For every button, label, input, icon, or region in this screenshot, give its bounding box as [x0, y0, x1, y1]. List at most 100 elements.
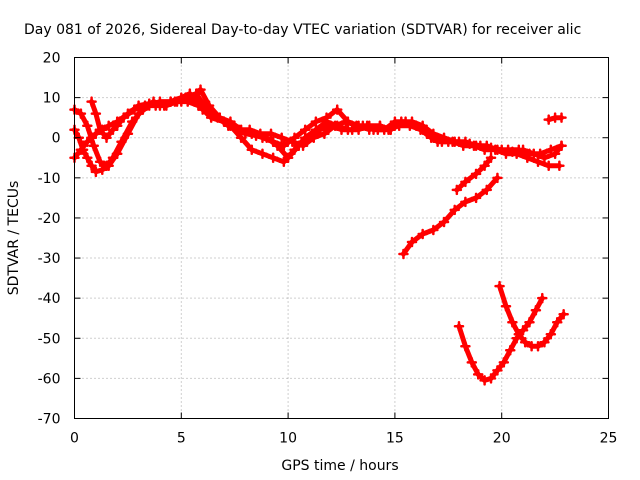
data-point: [299, 124, 311, 135]
data-point: [278, 140, 290, 151]
data-point: [342, 116, 354, 127]
data-point: [417, 228, 428, 240]
data-point: [449, 136, 460, 147]
data-point: [329, 120, 341, 131]
data-point: [517, 325, 529, 336]
data-point: [470, 192, 482, 204]
data-point: [460, 136, 471, 147]
data-point: [203, 104, 215, 115]
data-point: [289, 144, 300, 156]
data-point: [90, 128, 102, 139]
x-axis-label: GPS time / hours: [281, 458, 398, 474]
data-point: [545, 144, 557, 156]
data-point: [417, 120, 428, 131]
data-point: [532, 156, 544, 168]
y-tick-label: -70: [38, 412, 61, 428]
data-point: [310, 116, 322, 127]
data-point: [276, 132, 287, 143]
data-point: [235, 124, 247, 135]
data-point: [554, 160, 565, 172]
data-point: [545, 329, 557, 340]
data-point: [118, 112, 129, 123]
y-axis-label: SDTVAR / TECUs: [6, 181, 22, 296]
data-point: [481, 140, 492, 151]
data-point: [470, 168, 482, 180]
data-point: [543, 114, 554, 125]
data-point: [539, 152, 550, 164]
data-point: [492, 172, 503, 184]
data-point: [428, 224, 439, 236]
data-point: [297, 140, 309, 151]
data-point: [321, 112, 332, 123]
data-point: [500, 300, 512, 312]
data-point: [364, 124, 375, 135]
y-tick-label: -40: [38, 291, 61, 307]
data-point: [556, 112, 567, 123]
data-point: [492, 365, 503, 376]
x-tick-label: 5: [177, 431, 186, 447]
data-point: [246, 144, 258, 156]
data-point: [97, 164, 108, 176]
data-point: [94, 156, 106, 168]
data-point: [479, 375, 490, 386]
data-point: [126, 116, 138, 127]
data-point: [481, 184, 492, 196]
data-point: [267, 136, 279, 147]
data-point: [428, 128, 439, 139]
data-point: [504, 345, 516, 356]
data-point: [460, 341, 471, 352]
data-point: [319, 128, 330, 139]
data-point: [396, 116, 407, 127]
data-point: [494, 280, 505, 292]
data-point: [558, 308, 569, 320]
data-point: [246, 128, 258, 139]
data-point: [524, 316, 535, 328]
data-point: [492, 144, 503, 156]
data-point: [485, 373, 497, 384]
x-ticks: 0 5 10 15 20 25: [70, 57, 618, 447]
data-point: [107, 124, 119, 135]
data-point: [171, 96, 183, 107]
data-point: [524, 148, 535, 160]
data-point: [191, 88, 202, 99]
data-point: [308, 132, 319, 143]
x-tick-label: 20: [493, 431, 511, 447]
data-point: [438, 132, 450, 143]
data-point: [502, 144, 514, 156]
data-point: [90, 108, 102, 119]
data-point: [86, 96, 97, 107]
data-point: [539, 337, 550, 348]
x-tick-label: 15: [386, 431, 404, 447]
data-point: [551, 316, 563, 328]
data-point: [374, 120, 386, 131]
series-line-6: [400, 175, 500, 257]
data-point: [107, 152, 119, 164]
data-point: [438, 216, 450, 228]
plot-series: [69, 84, 569, 386]
y-tick-label: 0: [52, 131, 61, 147]
y-tick-label: -30: [38, 251, 61, 267]
data-point: [453, 320, 465, 332]
data-point: [139, 100, 151, 111]
data-point: [498, 357, 510, 368]
data-point: [472, 369, 484, 380]
data-point: [556, 140, 567, 151]
data-point: [385, 124, 396, 135]
plot-frame: [74, 57, 609, 419]
data-point: [195, 84, 206, 95]
x-tick-label: 25: [600, 431, 618, 447]
x-tick-label: 0: [70, 431, 79, 447]
data-point: [532, 341, 544, 352]
data-point: [451, 184, 463, 196]
data-point: [101, 132, 112, 143]
data-point: [543, 160, 554, 172]
data-point: [537, 292, 548, 304]
data-point: [406, 116, 418, 127]
data-point: [235, 132, 247, 143]
data-point: [77, 144, 89, 156]
data-point: [265, 128, 277, 139]
data-point: [513, 144, 525, 156]
data-point: [406, 236, 418, 248]
data-point: [103, 120, 114, 131]
